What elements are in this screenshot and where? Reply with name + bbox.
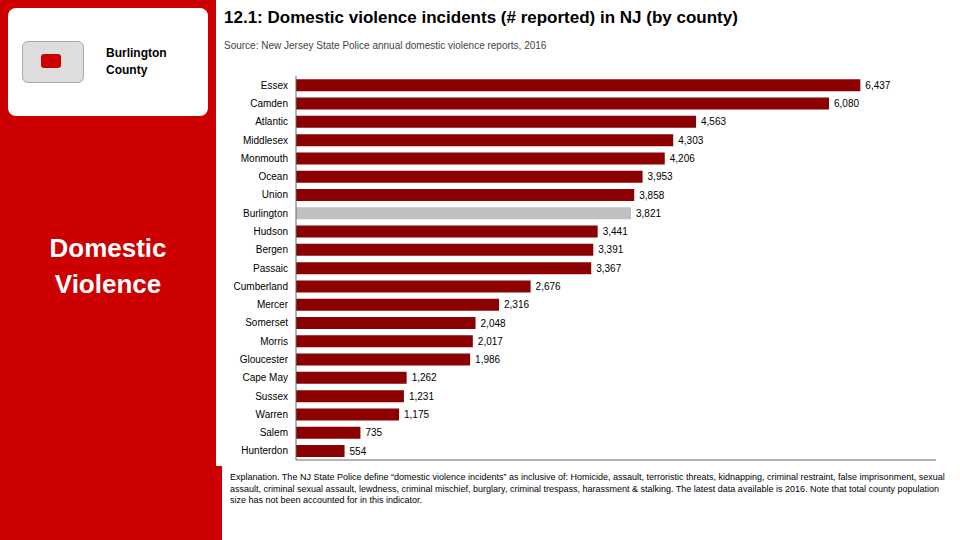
svg-text:1,175: 1,175	[404, 409, 429, 420]
svg-text:Bergen: Bergen	[256, 244, 288, 255]
svg-text:Cape May: Cape May	[242, 372, 288, 383]
svg-text:1,262: 1,262	[412, 372, 437, 383]
svg-text:2,316: 2,316	[504, 299, 529, 310]
svg-text:Mercer: Mercer	[257, 299, 289, 310]
html-text:Source: New Jersey State Polic: Source: New Jersey State Police annual d…	[224, 40, 547, 51]
svg-text:Camden: Camden	[250, 98, 288, 109]
svg-text:3,441: 3,441	[603, 226, 628, 237]
svg-text:3,858: 3,858	[639, 190, 664, 201]
svg-text:Gloucester: Gloucester	[240, 354, 289, 365]
svg-text:Hunterdon: Hunterdon	[241, 445, 288, 456]
svg-text:2,676: 2,676	[536, 281, 561, 292]
svg-text:3,953: 3,953	[648, 171, 673, 182]
svg-text:1,231: 1,231	[409, 391, 434, 402]
svg-text:Monmouth: Monmouth	[241, 153, 288, 164]
svg-text:Union: Union	[262, 189, 288, 200]
svg-text:Passaic: Passaic	[253, 263, 288, 274]
svg-text:Cumberland: Cumberland	[234, 281, 288, 292]
svg-text:Salem: Salem	[260, 427, 288, 438]
html-text:Explanation. The NJ State Poli: Explanation. The NJ State Police define …	[230, 472, 945, 506]
svg-text:3,367: 3,367	[596, 263, 621, 274]
svg-text:3,821: 3,821	[636, 208, 661, 219]
svg-text:3,391: 3,391	[598, 244, 623, 255]
svg-text:Ocean: Ocean	[259, 171, 288, 182]
svg-text:2,017: 2,017	[478, 336, 503, 347]
svg-text:735: 735	[365, 427, 382, 438]
svg-text:1,986: 1,986	[475, 354, 500, 365]
svg-text:Burlington: Burlington	[243, 208, 288, 219]
html-text:12.1: Domestic violence incide: 12.1: Domestic violence incidents (# rep…	[224, 8, 738, 27]
html-text:Burlington County: Burlington County	[106, 46, 167, 77]
svg-text:Essex: Essex	[261, 80, 288, 91]
svg-text:6,080: 6,080	[834, 98, 859, 109]
svg-text:4,563: 4,563	[701, 116, 726, 127]
svg-text:6,437: 6,437	[865, 80, 890, 91]
svg-text:Morris: Morris	[260, 336, 288, 347]
html-text:Domestic Violence: Domestic Violence	[49, 233, 167, 300]
svg-text:Warren: Warren	[256, 409, 288, 420]
svg-text:Middlesex: Middlesex	[243, 135, 288, 146]
svg-text:554: 554	[350, 446, 367, 457]
svg-text:4,303: 4,303	[678, 135, 703, 146]
svg-text:2,048: 2,048	[481, 318, 506, 329]
svg-text:Hudson: Hudson	[254, 226, 288, 237]
svg-text:Atlantic: Atlantic	[255, 116, 288, 127]
svg-text:Somerset: Somerset	[245, 317, 288, 328]
svg-text:4,206: 4,206	[670, 153, 695, 164]
svg-text:Sussex: Sussex	[255, 391, 288, 402]
